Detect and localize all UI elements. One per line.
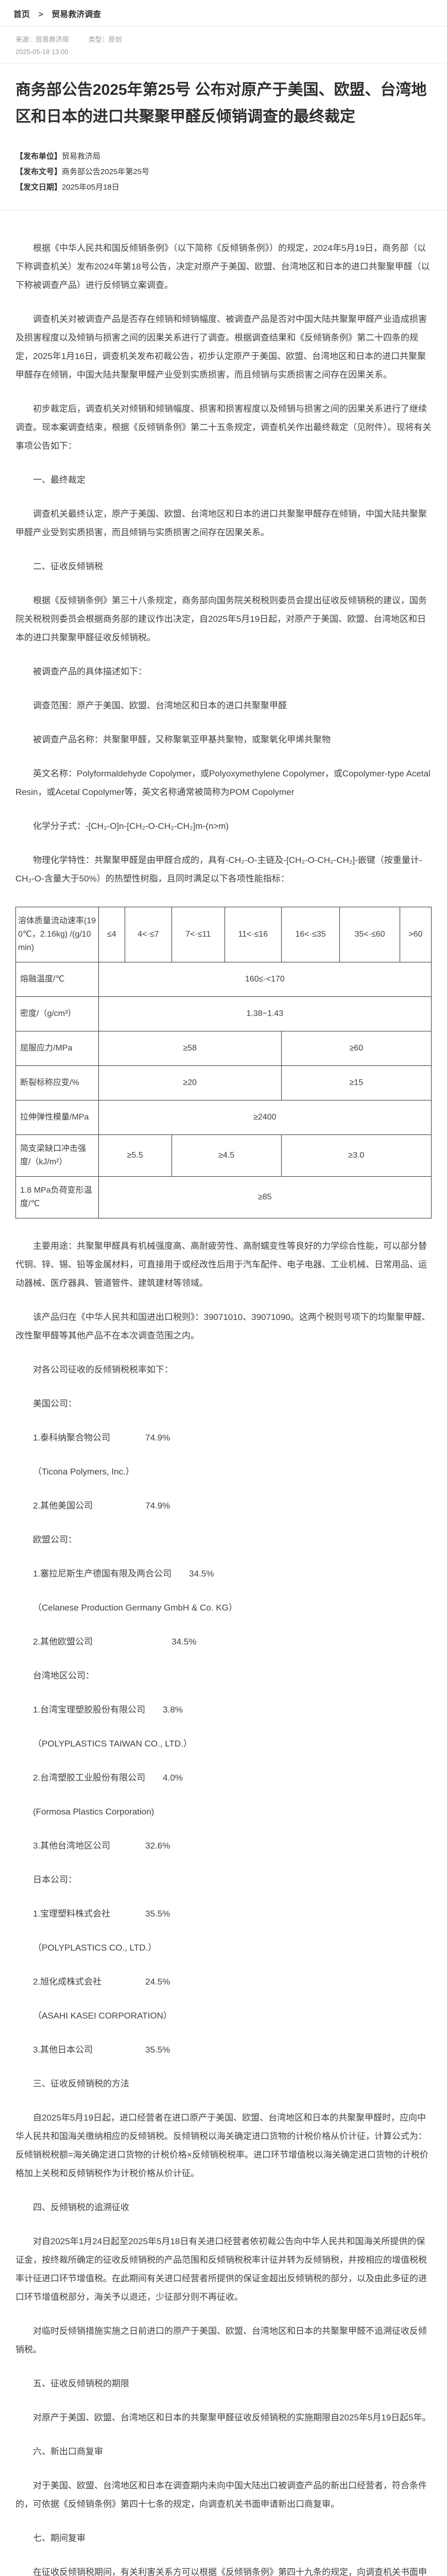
spec-header-cell: 7<·≤11 bbox=[171, 907, 225, 962]
doc-meta: 【发布单位】贸易救济局 【发布文号】商务部公告2025年第25号 【发文日期】2… bbox=[15, 149, 432, 195]
paragraph: 1.台湾宝理塑胶股份有限公司 3.8% bbox=[33, 1705, 183, 1715]
product-spec-table: 溶体质量流动速率(190℃，2.16kg) /(g/10 min) ≤4 4<·≤7… bbox=[15, 907, 432, 1218]
section-heading: 三、征收反倾销税的方法 bbox=[33, 2079, 129, 2089]
spec-header-cell: 11<·≤16 bbox=[224, 907, 282, 962]
spec-value-cell: ≥60 bbox=[281, 1031, 432, 1066]
paragraph: 对各公司征收的反倾销税税率如下： bbox=[33, 1365, 173, 1375]
section-heading: 二、征收反倾销税 bbox=[33, 562, 103, 571]
spec-row: 简支梁缺口冲击强度/（kJ/m²） ≥5.5 ≥4.5 ≥3.0 bbox=[15, 1134, 432, 1177]
spec-row-label: 拉伸弹性模量/MPa bbox=[15, 1100, 99, 1135]
paragraph: 3.其他日本公司 35.5% bbox=[33, 2045, 170, 2055]
paragraph: 初步裁定后，调查机关对倾销和倾销幅度、损害和损害程度以及倾销与损害之间的因果关系… bbox=[15, 404, 432, 451]
breadcrumb-home-link[interactable]: 首页 bbox=[13, 10, 30, 19]
spec-value-cell: 160≤·<170 bbox=[98, 962, 432, 997]
doc-meta-number: 【发布文号】商务部公告2025年第25号 bbox=[15, 167, 150, 176]
spec-header-cell: >60 bbox=[399, 907, 432, 962]
spec-row: 断裂标称应变/% ≥20 ≥15 bbox=[15, 1065, 432, 1100]
spec-value-cell: ≥2400 bbox=[98, 1100, 432, 1135]
paragraph: 2.台湾塑胶工业股份有限公司 4.0% bbox=[33, 1773, 183, 1783]
meta-source: 来源：贸易救济局 bbox=[15, 36, 70, 43]
paragraph: 化学分子式：-[CH₂-O]n-[CH₂-O-CH₂-CH₂]m-(n>m) bbox=[33, 821, 229, 831]
spec-value-cell: ≥58 bbox=[98, 1031, 282, 1066]
spec-row: 密度/（g/cm³） 1.38~1.43 bbox=[15, 996, 432, 1031]
doc-meta-unit: 【发布单位】贸易救济局 bbox=[15, 152, 101, 161]
paragraph: （Celanese Production Germany GmbH & Co. … bbox=[33, 1603, 237, 1613]
spec-row: 熔融温度/℃ 160≤·<170 bbox=[15, 962, 432, 997]
page-title: 商务部公告2025年第25号 公布对原产于美国、欧盟、台湾地区和日本的进口共聚聚… bbox=[15, 81, 427, 125]
meta-type: 类型：原创 bbox=[88, 36, 122, 43]
spec-header-cell: 4<·≤7 bbox=[125, 907, 172, 962]
spec-value-cell: 1.38~1.43 bbox=[98, 996, 432, 1031]
breadcrumb-section-link[interactable]: 贸易救济调查 bbox=[51, 10, 101, 19]
paragraph: （POLYPLASTICS TAIWAN CO., LTD.） bbox=[33, 1739, 192, 1749]
paragraph: 欧盟公司： bbox=[33, 1535, 77, 1545]
spec-row: 拉伸弹性模量/MPa ≥2400 bbox=[15, 1100, 432, 1135]
spec-row-label: 密度/（g/cm³） bbox=[15, 996, 99, 1031]
paragraph: （Ticona Polymers, Inc.） bbox=[33, 1467, 134, 1477]
article-body: 根据《中华人民共和国反倾销条例》（以下简称《反倾销条例》）的规定，2024年5月… bbox=[0, 210, 447, 2576]
paragraph: 被调查产品的具体描述如下： bbox=[33, 667, 147, 676]
paragraph: 调查机关对被调查产品是否存在倾销和倾销幅度、被调查产品是否对中国大陆共聚聚甲醛产… bbox=[15, 314, 427, 380]
spec-row-label: 简支梁缺口冲击强度/（kJ/m²） bbox=[15, 1134, 99, 1177]
spec-row: 1.8 MPa负荷变形温度/℃ ≥85 bbox=[15, 1176, 432, 1218]
spec-value-cell: ≥4.5 bbox=[171, 1134, 282, 1177]
spec-value-cell: ≥5.5 bbox=[98, 1134, 172, 1177]
breadcrumb: 首页 > 贸易救济调查 bbox=[0, 0, 447, 26]
paragraph: 物理化学特性：共聚聚甲醛是由甲醛合成的，具有-CH₂-O-主链及-[CH₂-O-… bbox=[15, 855, 422, 884]
paragraph: 对临时反倾销措施实施之日前进口的原产于美国、欧盟、台湾地区和日本的共聚聚甲醛不追… bbox=[15, 2326, 427, 2354]
section-heading: 四、反倾销税的追溯征收 bbox=[33, 2202, 129, 2212]
paragraph: （ASAHI KASEI CORPORATION） bbox=[33, 2011, 172, 2021]
spec-header-cell: 16<·≤35 bbox=[281, 907, 340, 962]
spec-value-cell: ≥15 bbox=[281, 1065, 432, 1100]
paragraph: 2.旭化成株式会社 24.5% bbox=[33, 1977, 170, 1987]
spec-row-label: 断裂标称应变/% bbox=[15, 1065, 99, 1100]
section-heading: 一、最终裁定 bbox=[33, 475, 85, 485]
article-meta: 来源：贸易救济局 类型：原创 bbox=[0, 26, 447, 45]
section-heading: 五、征收反倾销税的期限 bbox=[33, 2379, 129, 2388]
paragraph: (Formosa Plastics Corporation) bbox=[33, 1807, 154, 1817]
paragraph: 自2025年5月19日起，进口经营者在进口原产于美国、欧盟、台湾地区和日本的共聚… bbox=[15, 2113, 428, 2178]
paragraph: 日本公司： bbox=[33, 1875, 77, 1885]
paragraph: 对原产于美国、欧盟、台湾地区和日本的共聚聚甲醛征收反倾销税的实施期限自2025年… bbox=[33, 2413, 431, 2422]
paragraph: 在征收反倾销税期间，有关利害关系方可以根据《反倾销条例》第四十九条的规定，向调查… bbox=[33, 2567, 427, 2576]
paragraph: 对自2025年1月24日起至2025年5月18日有关进口经营者依初裁公告向中华人… bbox=[15, 2236, 427, 2302]
doc-meta-date: 【发文日期】2025年05月18日 bbox=[15, 183, 119, 192]
spec-header-cell: 35<·≤60 bbox=[339, 907, 400, 962]
paragraph: 1.宝理塑料株式会社 35.5% bbox=[33, 1909, 170, 1919]
paragraph: 根据《反倾销条例》第三十八条规定，商务部向国务院关税税则委员会提出征收反倾销税的… bbox=[15, 596, 427, 642]
section-heading: 六、新出口商复审 bbox=[33, 2447, 103, 2456]
paragraph: 根据《中华人民共和国反倾销条例》（以下简称《反倾销条例》）的规定，2024年5月… bbox=[15, 243, 430, 290]
paragraph: 3.其他台湾地区公司 32.6% bbox=[33, 1841, 170, 1851]
spec-row: 屈服应力/MPa ≥58 ≥60 bbox=[15, 1031, 432, 1066]
spec-row-label: 1.8 MPa负荷变形温度/℃ bbox=[15, 1176, 99, 1218]
spec-value-cell: ≥3.0 bbox=[281, 1134, 432, 1177]
paragraph: 美国公司： bbox=[33, 1399, 77, 1409]
paragraph: 台湾地区公司： bbox=[33, 1671, 94, 1681]
paragraph: 被调查产品名称：共聚聚甲醛，又称聚氧亚甲基共聚物，或聚氧化甲烯共聚物 bbox=[33, 735, 331, 744]
paragraph: （POLYPLASTICS CO., LTD.） bbox=[33, 1943, 157, 1953]
section-heading: 七、期间复审 bbox=[33, 2533, 85, 2543]
breadcrumb-separator-icon: > bbox=[38, 10, 43, 19]
paragraph: 2.其他美国公司 74.9% bbox=[33, 1501, 170, 1511]
meta-datetime: 2025-05-18 13:00 bbox=[15, 48, 68, 56]
paragraph: 调查机关最终认定，原产于美国、欧盟、台湾地区和日本的进口共聚聚甲醛存在倾销，中国… bbox=[15, 509, 427, 537]
paragraph: 2.其他欧盟公司 34.5% bbox=[33, 1637, 197, 1647]
spec-header-label: 溶体质量流动速率(190℃，2.16kg) /(g/10 min) bbox=[15, 907, 99, 962]
paragraph: 主要用途：共聚聚甲醛具有机械强度高、高耐疲劳性、高耐蠕变性等良好的力学综合性能，… bbox=[15, 1241, 427, 1288]
spec-row-label: 屈服应力/MPa bbox=[15, 1031, 99, 1066]
paragraph: 1.泰科纳聚合物公司 74.9% bbox=[33, 1433, 170, 1443]
paragraph: 该产品归在《中华人民共和国进出口税则》：39071010、39071090。这两… bbox=[15, 1312, 431, 1341]
paragraph: 调查范围：原产于美国、欧盟、台湾地区和日本的进口共聚聚甲醛 bbox=[33, 701, 287, 710]
paragraph: 对于美国、欧盟、台湾地区和日本在调查期内未向中国大陆出口被调查产品的新出口经营者… bbox=[15, 2481, 427, 2509]
spec-value-cell: ≥20 bbox=[98, 1065, 282, 1100]
spec-row-label: 熔融温度/℃ bbox=[15, 962, 99, 997]
paragraph: 1.塞拉尼斯生产德国有限及两合公司 34.5% bbox=[33, 1569, 214, 1579]
paragraph: 英文名称：Polyformaldehyde Copolymer，或Polyoxy… bbox=[15, 769, 431, 797]
spec-header-cell: ≤4 bbox=[98, 907, 126, 962]
spec-value-cell: ≥85 bbox=[98, 1176, 432, 1218]
